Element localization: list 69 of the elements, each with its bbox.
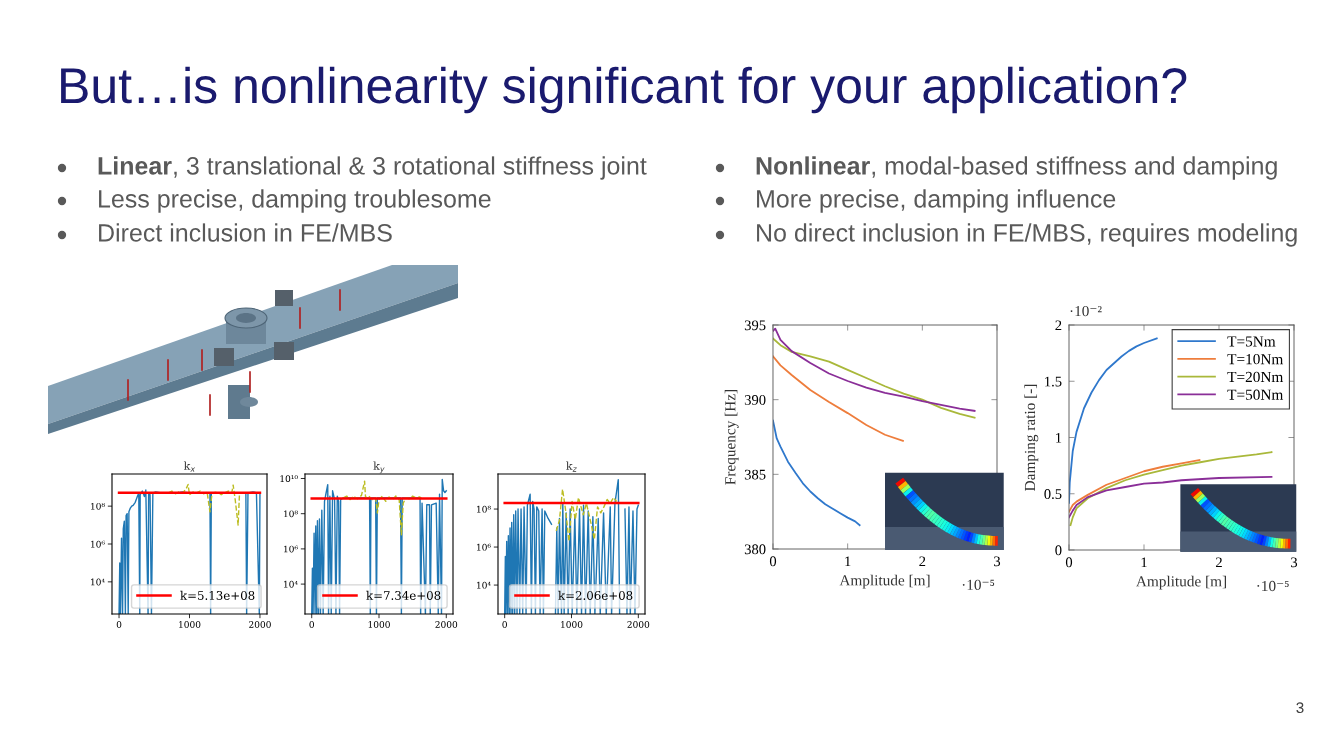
x-tick-label: 1000	[179, 621, 201, 628]
legend-label: k=7.34e+08	[366, 590, 441, 600]
line-series	[1069, 475, 1273, 519]
x-tick-label: 2000	[627, 621, 650, 628]
x-tick-label: 2	[1215, 557, 1222, 568]
y-tick-label: 10⁸	[91, 502, 105, 510]
y-tick-label: 1.5	[1045, 376, 1062, 387]
y-tick-label: 10⁶	[477, 543, 491, 551]
y-tick-label: 10⁶	[91, 540, 105, 548]
y-tick-label: 380	[744, 544, 766, 555]
x-tick-label: 1	[1141, 557, 1147, 568]
chart-title: k$_{x}$	[183, 461, 196, 472]
y-tick-label: 10⁶	[284, 545, 298, 553]
y-tick-label: 10⁴	[477, 581, 491, 589]
text: Nonlinear, modal-based stiffness and damping	[756, 156, 1277, 180]
x-tick-label: 2000	[435, 621, 458, 628]
chart-title: k$_{z}$	[566, 461, 577, 472]
y-tick-label: 385	[744, 469, 766, 480]
y-tick-label: 10⁸	[477, 505, 491, 513]
x-axis-title: Amplitude [m]	[839, 574, 930, 589]
y-tick-label: 1	[1056, 432, 1062, 443]
x-tick-label: 0	[309, 621, 314, 628]
text: 3	[1296, 702, 1304, 714]
x-tick-label: 0	[502, 621, 507, 628]
x-tick-label: 0	[769, 556, 777, 567]
x-tick-label: 2000	[249, 621, 271, 628]
y-tick-label: 10⁴	[284, 580, 298, 588]
text: No direct inclusion in FE/MBS, requires modeling	[757, 223, 1297, 247]
legend-label: T=5Nm	[1227, 336, 1276, 347]
text: Linear, 3 translational & 3 rotational stiffness joint	[98, 156, 647, 180]
legend-label: T=10Nm	[1227, 354, 1284, 365]
legend-label: k=5.13e+08	[180, 590, 255, 600]
line-series	[1069, 451, 1273, 527]
x-tick-label: 3	[994, 556, 1001, 567]
text: ·10⁻⁵	[962, 579, 995, 590]
y-tick-label: 2	[1055, 320, 1062, 331]
y-axis-title: Frequency [Hz]	[724, 389, 739, 485]
x-axis-title: Amplitude [m]	[1136, 575, 1226, 590]
line-series	[773, 327, 976, 412]
y-tick-label: 390	[744, 395, 766, 405]
x-tick-label: 1000	[561, 621, 583, 628]
y-tick-label: 0.5	[1044, 489, 1062, 500]
text: But…is nonlinearity significant for your application?	[61, 66, 1187, 114]
y-tick-label: 10⁸	[284, 510, 298, 518]
legend-label: T=50Nm	[1227, 389, 1284, 400]
legend-label: k=2.06e+08	[558, 590, 633, 600]
y-tick-label: 395	[744, 320, 766, 331]
line-series	[773, 337, 976, 419]
x-tick-label: 1000	[368, 621, 390, 628]
y-tick-label: 0	[1055, 545, 1062, 556]
x-tick-label: 0	[116, 621, 122, 628]
text: ·10⁻⁵	[1257, 580, 1289, 592]
x-tick-label: 0	[1065, 557, 1073, 568]
text: Less precise, damping troublesome	[99, 189, 491, 213]
y-tick-label: 10⁴	[91, 578, 105, 586]
line-series	[555, 488, 618, 543]
line-series	[1069, 459, 1201, 513]
y-tick-label: 10¹⁰	[280, 475, 298, 483]
x-tick-label: 1	[845, 556, 851, 567]
y-axis-title: Damping ratio [-]	[1024, 384, 1039, 491]
text: Direct inclusion in FE/MBS	[99, 223, 392, 242]
x-tick-label: 3	[1291, 557, 1298, 568]
text: ·10⁻²	[1070, 305, 1102, 317]
chart-title: k$_{y}$	[373, 461, 385, 474]
legend-label: T=20Nm	[1227, 371, 1284, 383]
text: More precise, damping influence	[757, 189, 1116, 213]
line-series	[342, 480, 423, 536]
x-tick-label: 2	[919, 556, 926, 567]
line-series	[773, 355, 904, 442]
